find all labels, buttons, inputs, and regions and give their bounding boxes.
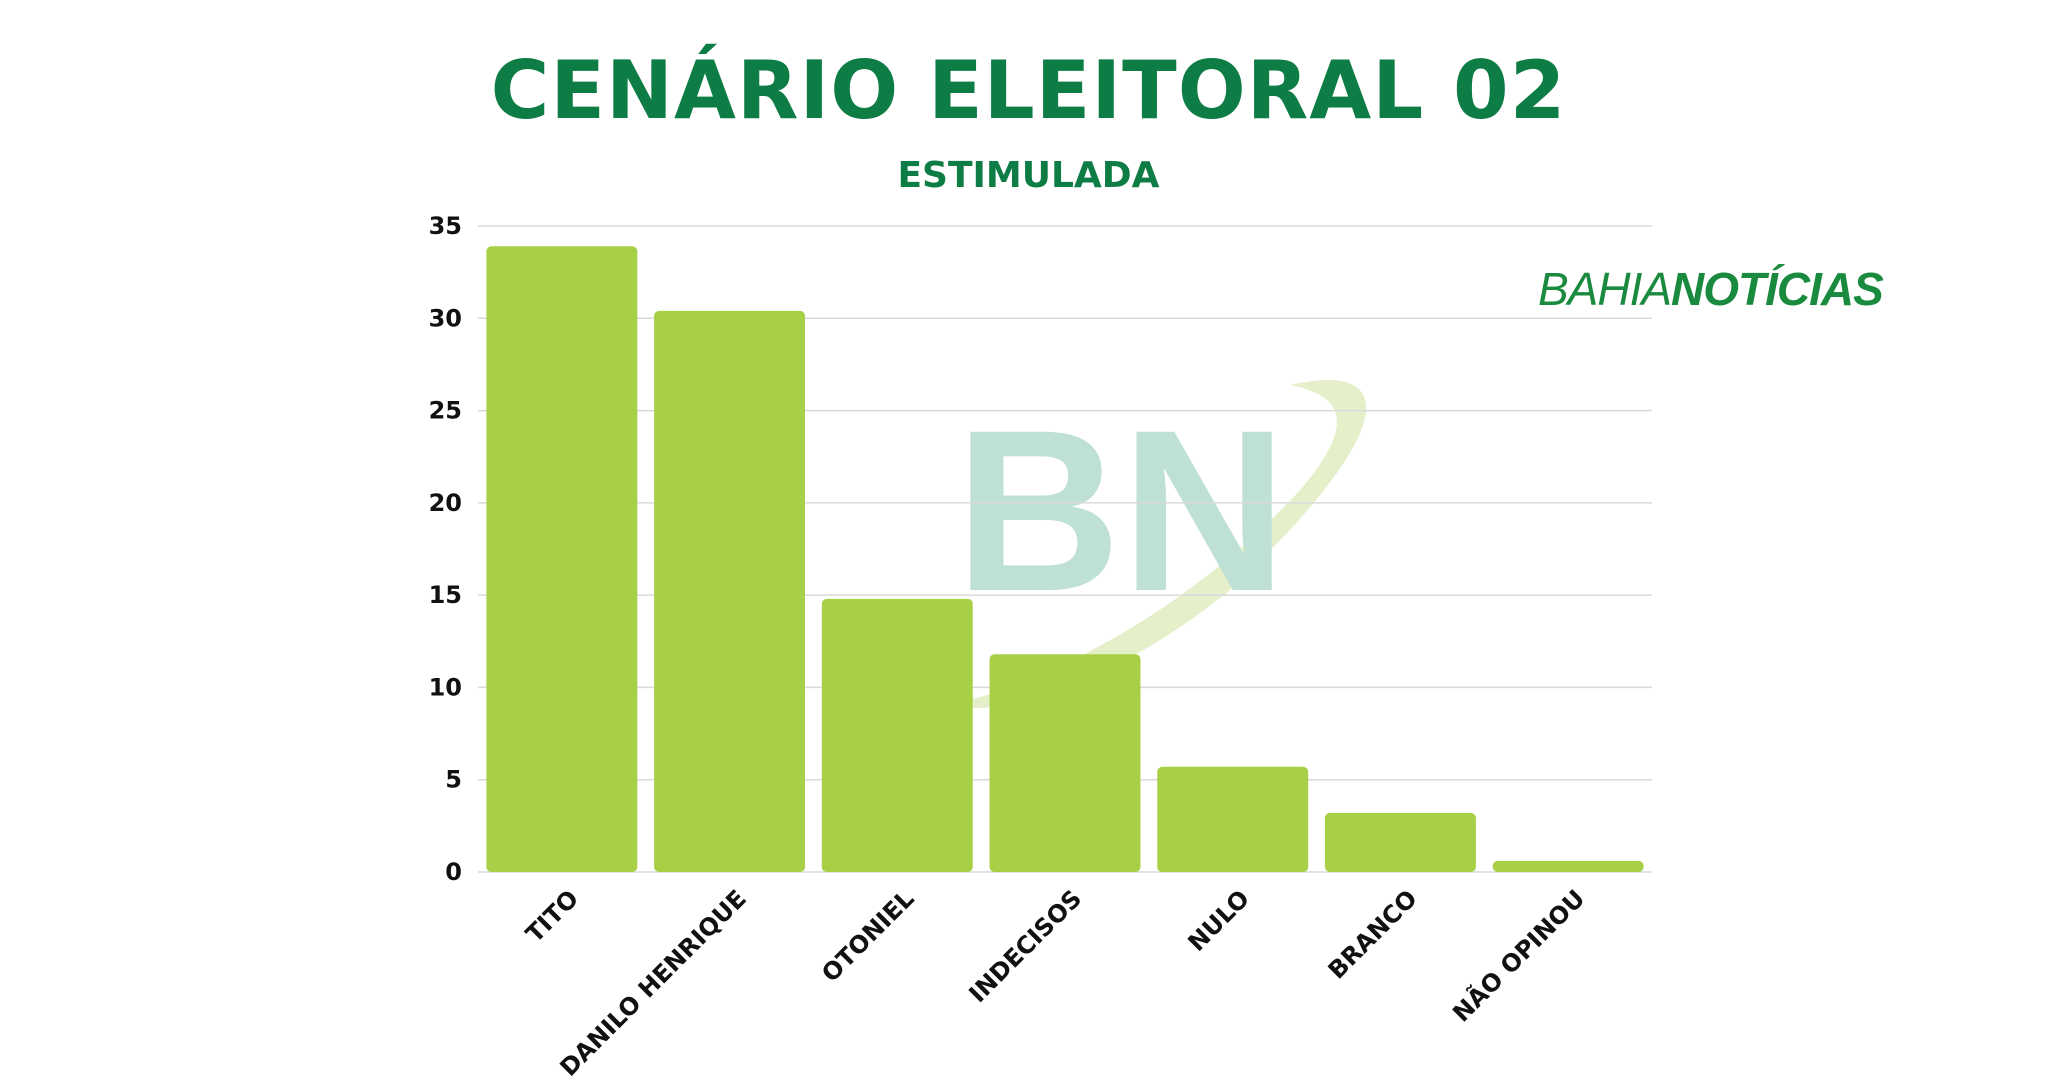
- watermark-bn-text: BN: [955, 382, 1287, 639]
- bar: [1492, 860, 1644, 872]
- bar: [1157, 766, 1309, 872]
- x-tick-label: BRANCO: [1323, 884, 1423, 984]
- y-tick-label: 15: [429, 581, 462, 609]
- bar: [1324, 812, 1476, 872]
- y-tick-label: 25: [429, 397, 462, 425]
- y-tick-label: 10: [429, 673, 462, 701]
- bahia-noticias-logo: BAHIANOTÍCIAS: [1538, 262, 1884, 316]
- brand-part1: BAHIA: [1538, 263, 1672, 315]
- x-tick-label: NÃO OPINOU: [1447, 884, 1591, 1028]
- bar: [821, 598, 973, 872]
- bn-watermark-logo: BN: [950, 380, 1367, 709]
- chart-subtitle: ESTIMULADA: [897, 155, 1160, 196]
- x-tick-label: DANILO HENRIQUE: [555, 884, 752, 1080]
- bar: [989, 654, 1141, 872]
- bar: [654, 310, 806, 873]
- x-tick-label: INDECISOS: [964, 884, 1088, 1008]
- chart-title: CENÁRIO ELEITORAL 02: [490, 44, 1567, 137]
- x-tick-label: NULO: [1183, 884, 1255, 956]
- y-tick-label: 5: [445, 766, 462, 794]
- x-tick-label: OTONIEL: [816, 884, 919, 987]
- y-tick-label: 0: [445, 858, 462, 886]
- x-tick-label: TITO: [520, 884, 584, 948]
- y-tick-label: 30: [429, 304, 462, 332]
- y-tick-label: 20: [429, 489, 462, 517]
- brand-part2: NOTÍCIAS: [1671, 263, 1884, 315]
- y-tick-label: 35: [429, 212, 462, 240]
- bar: [486, 246, 638, 872]
